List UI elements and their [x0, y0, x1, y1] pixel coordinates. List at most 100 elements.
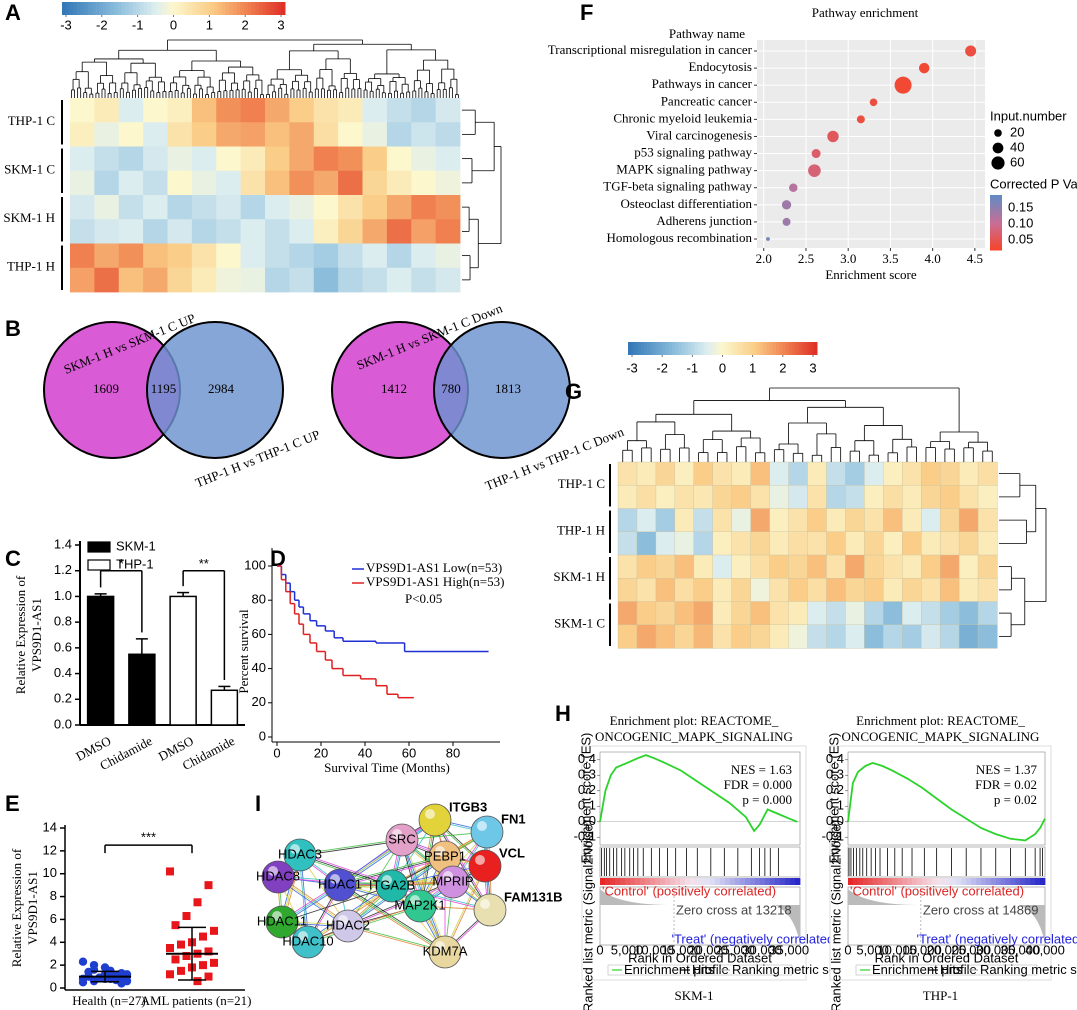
- heatmap-cell: [617, 624, 638, 649]
- x-tick-label: 20: [314, 745, 328, 760]
- rank-color-step: [892, 878, 898, 885]
- x-tick-label: 3.0: [840, 251, 856, 266]
- heatmap-cell: [362, 98, 388, 123]
- colorbar-step: [102, 2, 108, 15]
- heatmap-cell: [826, 578, 847, 603]
- data-point: [781, 200, 792, 210]
- heatmap-cell: [845, 578, 865, 603]
- x-tick-label: 35,000: [1000, 942, 1040, 957]
- x-tick-label: 20,000: [688, 942, 728, 957]
- rank-color-step: [902, 878, 908, 885]
- rank-color-step: [640, 878, 646, 885]
- heatmap-cell: [216, 98, 242, 123]
- network-edge: [339, 855, 445, 884]
- panel-letter: D: [270, 546, 286, 571]
- rank-color-step: [765, 878, 771, 885]
- colorbar-step: [665, 342, 670, 355]
- data-point: [869, 98, 878, 107]
- heatmap-cell: [313, 122, 339, 147]
- heatmap-cell: [167, 122, 193, 147]
- plot-caption: THP-1: [923, 988, 958, 1003]
- colorbar-step: [709, 342, 714, 355]
- panel-letter: H: [555, 701, 571, 726]
- legend-swatch: [87, 541, 111, 553]
- rank-color-step: [675, 878, 681, 885]
- heatmap-cell: [864, 461, 884, 486]
- heatmap-cell: [338, 122, 363, 147]
- heatmap-cell: [977, 508, 998, 533]
- heatmap-cell: [939, 601, 960, 626]
- rank-color-step: [946, 878, 952, 885]
- heatmap-cell: [167, 98, 193, 123]
- colorbar-step: [653, 342, 657, 355]
- rank-color-step: [610, 878, 616, 885]
- node-highlight: [410, 895, 420, 905]
- colorbar-step: [990, 195, 1002, 197]
- heatmap-cell: [386, 122, 412, 147]
- heatmap-cell: [939, 624, 960, 649]
- colorbar-step: [741, 342, 746, 355]
- heatmap-cell: [902, 578, 922, 603]
- heatmap-cell: [864, 624, 884, 649]
- statistic: NES = 1.63: [731, 762, 792, 777]
- bar: [169, 595, 197, 726]
- heatmap-cell: [902, 554, 922, 579]
- colorbar-step: [990, 241, 1002, 244]
- heatmap-cell: [191, 122, 217, 147]
- heatmap-cell: [826, 554, 847, 579]
- node-label: HDAC11: [257, 913, 307, 928]
- colorbar-step: [147, 2, 152, 15]
- annotation: P<0.05: [405, 591, 442, 606]
- colorbar-step: [990, 225, 1002, 228]
- colorbar-step: [646, 342, 651, 355]
- heatmap-cell: [750, 461, 771, 486]
- colorbar-step: [990, 228, 1002, 230]
- rank-color-step: [921, 878, 928, 885]
- heatmap-cell: [807, 624, 828, 649]
- rank-color-step: [976, 878, 982, 885]
- heatmap-cell: [883, 531, 903, 556]
- heatmap-cell: [977, 531, 998, 556]
- x-tick-label: 80: [446, 745, 460, 760]
- y-tick-label: Pancreatic cancer: [661, 93, 753, 108]
- x-tick-label: 2.5: [798, 251, 814, 266]
- heatmap-cell: [143, 195, 168, 220]
- heatmap-cell: [788, 554, 809, 579]
- heatmap-cell: [939, 531, 960, 556]
- zero-cross-label: Zero cross at 13218: [676, 902, 792, 917]
- node-label: KDM7A: [423, 943, 468, 958]
- colorbar-step: [990, 233, 1002, 236]
- colorbar-step: [813, 342, 818, 355]
- heatmap-cell: [313, 267, 339, 293]
- rank-color-step: [1035, 878, 1041, 885]
- colorbar-step: [158, 2, 163, 15]
- legend-label: 40: [1010, 139, 1024, 154]
- heatmap-cell: [191, 219, 217, 244]
- panel-letter: F: [580, 0, 593, 25]
- rank-color-step: [966, 878, 972, 885]
- heatmap-cell: [826, 461, 847, 486]
- colorbar-step: [990, 229, 1002, 232]
- colorbar-step: [990, 239, 1002, 241]
- heatmap-cell: [769, 531, 790, 556]
- heatmap-cell: [958, 624, 979, 649]
- heatmap-cell: [731, 554, 752, 579]
- colorbar-step: [218, 2, 223, 15]
- colorbar-step: [277, 2, 282, 15]
- colorbar-step: [114, 2, 119, 15]
- heatmap-cell: [313, 98, 339, 123]
- colorbar-step: [281, 2, 286, 15]
- significance-label: ***: [141, 830, 156, 845]
- heatmap-cell: [712, 531, 733, 556]
- heatmap-cell: [921, 578, 941, 603]
- heatmap-cell: [386, 195, 412, 220]
- heatmap-cell: [769, 508, 790, 533]
- heatmap-cell: [693, 485, 714, 510]
- y-tick-label: 0.3: [826, 767, 844, 782]
- heatmap-cell: [617, 578, 638, 603]
- heatmap-cell: [788, 601, 809, 626]
- panel-letter: I: [255, 791, 261, 816]
- plot-title: Enrichment plot: REACTOME_: [610, 713, 779, 728]
- y-tick-label: 80: [252, 592, 266, 607]
- heatmap-cell: [750, 531, 771, 556]
